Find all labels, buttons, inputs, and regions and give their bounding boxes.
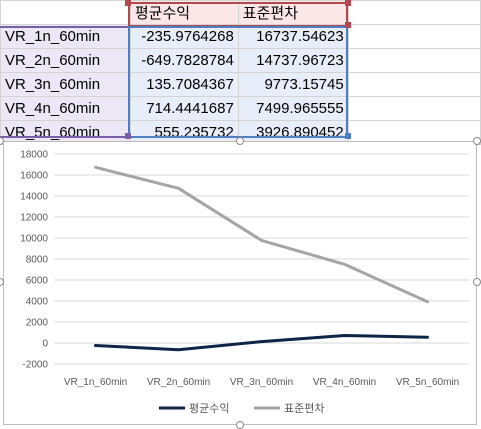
range-resize-handle[interactable] (345, 133, 351, 139)
std-value-cell[interactable]: 9773.15745 (237, 72, 349, 97)
chart-resize-handle[interactable] (236, 421, 244, 429)
table-row: VR_3n_60min 135.7084367 9773.15745 (0, 72, 481, 97)
y-tick-label: 14000 (20, 192, 48, 203)
chart-resize-handle[interactable] (473, 137, 481, 145)
x-tick-label: VR_3n_60min (230, 377, 293, 388)
empty-cell[interactable] (347, 96, 481, 121)
row-label-cell[interactable]: VR_3n_60min (0, 72, 131, 97)
empty-cell[interactable] (347, 0, 481, 25)
avg-value-cell[interactable]: -649.7828784 (129, 48, 239, 73)
header-cell-std-dev[interactable]: 표준편차 (237, 0, 349, 25)
empty-cell[interactable] (347, 24, 481, 49)
empty-cell[interactable] (347, 120, 481, 145)
std-value-cell[interactable]: 7499.965555 (237, 96, 349, 121)
table-row: VR_2n_60min -649.7828784 14737.96723 (0, 48, 481, 73)
x-tick-label: VR_1n_60min (64, 377, 127, 388)
x-tick-label: VR_5n_60min (396, 377, 459, 388)
data-table: 평균수익 표준편차 VR_1n_60min -235.9764268 16737… (0, 0, 481, 145)
range-resize-handle[interactable] (345, 22, 351, 28)
table-row: VR_4n_60min 714.4441687 7499.965555 (0, 96, 481, 121)
avg-value-cell[interactable]: 714.4441687 (129, 96, 239, 121)
y-tick-label: 6000 (26, 276, 49, 287)
legend-label-1: 평균수익 (189, 402, 229, 415)
chart-canvas: 18000 16000 14000 12000 10000 8000 6000 4000 200… (20, 150, 469, 415)
std-value-cell[interactable]: 16737.54623 (237, 24, 349, 49)
empty-cell[interactable] (347, 72, 481, 97)
row-label-cell[interactable]: VR_1n_60min (0, 24, 131, 49)
row-label-cell[interactable]: VR_5n_60min (0, 120, 131, 145)
empty-cell[interactable] (347, 48, 481, 73)
y-tick-label: 16000 (20, 171, 48, 182)
line-chart[interactable]: 18000 16000 14000 12000 10000 8000 6000 4000 200… (3, 141, 477, 425)
y-tick-label: 0 (42, 339, 48, 350)
y-tick-label: 12000 (20, 213, 48, 224)
x-tick-label: VR_2n_60min (147, 377, 210, 388)
y-tick-label: 2000 (26, 318, 49, 329)
row-label-cell[interactable]: VR_4n_60min (0, 96, 131, 121)
table-row: VR_1n_60min -235.9764268 16737.54623 (0, 24, 481, 49)
chart-resize-handle[interactable] (236, 137, 244, 145)
y-tick-label: -2000 (22, 360, 48, 371)
range-resize-handle[interactable] (345, 0, 351, 6)
table-header-row: 평균수익 표준편차 (0, 0, 481, 25)
avg-value-cell[interactable]: -235.9764268 (129, 24, 239, 49)
header-cell-avg-return[interactable]: 평균수익 (129, 0, 239, 25)
series-line-1 (94, 334, 429, 352)
y-tick-label: 4000 (26, 297, 49, 308)
legend-label-2: 표준편차 (284, 402, 324, 415)
std-value-cell[interactable]: 14737.96723 (237, 48, 349, 73)
y-tick-label: 8000 (26, 255, 49, 266)
series-line-2 (94, 165, 429, 304)
range-resize-handle[interactable] (125, 0, 131, 6)
range-resize-handle[interactable] (125, 133, 131, 139)
x-tick-label: VR_4n_60min (313, 377, 376, 388)
chart-resize-handle[interactable] (473, 278, 481, 286)
header-cell-empty[interactable] (0, 0, 131, 25)
avg-value-cell[interactable]: 135.7084367 (129, 72, 239, 97)
y-tick-label: 10000 (20, 234, 48, 245)
row-label-cell[interactable]: VR_2n_60min (0, 48, 131, 73)
y-tick-label: 18000 (20, 150, 48, 161)
